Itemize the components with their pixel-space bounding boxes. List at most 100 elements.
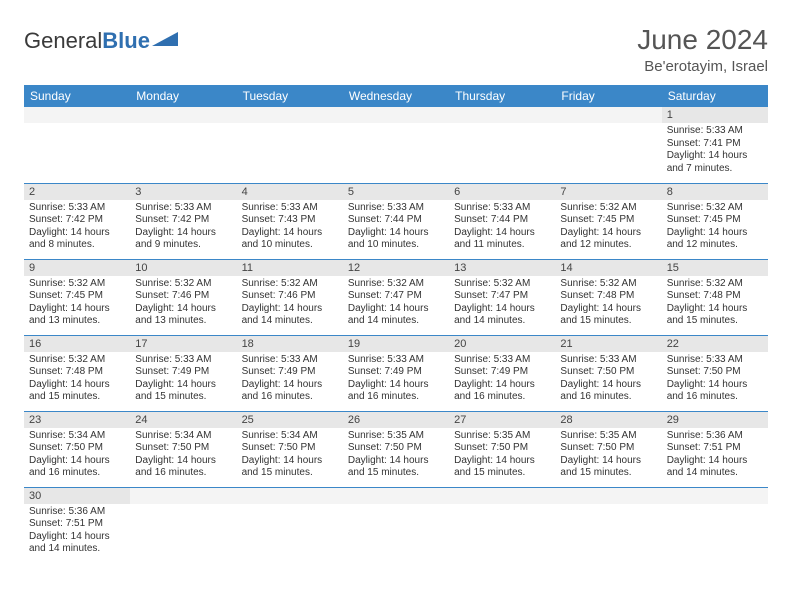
day-number: 5 (343, 184, 449, 200)
day-details: Sunrise: 5:33 AMSunset: 7:49 PMDaylight:… (237, 352, 343, 408)
calendar-week-row: 16Sunrise: 5:32 AMSunset: 7:48 PMDayligh… (24, 335, 768, 411)
calendar-day-cell: 26Sunrise: 5:35 AMSunset: 7:50 PMDayligh… (343, 411, 449, 487)
day-number: 19 (343, 336, 449, 352)
calendar-week-row: 23Sunrise: 5:34 AMSunset: 7:50 PMDayligh… (24, 411, 768, 487)
day-number: 12 (343, 260, 449, 276)
calendar-day-cell: 11Sunrise: 5:32 AMSunset: 7:46 PMDayligh… (237, 259, 343, 335)
calendar-day-cell: 15Sunrise: 5:32 AMSunset: 7:48 PMDayligh… (662, 259, 768, 335)
calendar-day-cell: 13Sunrise: 5:32 AMSunset: 7:47 PMDayligh… (449, 259, 555, 335)
day-details: Sunrise: 5:35 AMSunset: 7:50 PMDaylight:… (343, 428, 449, 484)
calendar-week-row: 30Sunrise: 5:36 AMSunset: 7:51 PMDayligh… (24, 487, 768, 563)
calendar-day-cell: 17Sunrise: 5:33 AMSunset: 7:49 PMDayligh… (130, 335, 236, 411)
day-number: 8 (662, 184, 768, 200)
weekday-header: Monday (130, 85, 236, 107)
day-number: 28 (555, 412, 661, 428)
title-block: June 2024 Be'erotayim, Israel (637, 24, 768, 75)
day-details: Sunrise: 5:32 AMSunset: 7:47 PMDaylight:… (343, 276, 449, 332)
day-details: Sunrise: 5:33 AMSunset: 7:50 PMDaylight:… (662, 352, 768, 408)
weekday-header: Saturday (662, 85, 768, 107)
day-details: Sunrise: 5:35 AMSunset: 7:50 PMDaylight:… (555, 428, 661, 484)
day-number: 3 (130, 184, 236, 200)
calendar-empty-cell (130, 107, 236, 183)
location: Be'erotayim, Israel (637, 58, 768, 75)
day-number: 23 (24, 412, 130, 428)
day-details: Sunrise: 5:32 AMSunset: 7:48 PMDaylight:… (24, 352, 130, 408)
day-number: 24 (130, 412, 236, 428)
calendar-day-cell: 27Sunrise: 5:35 AMSunset: 7:50 PMDayligh… (449, 411, 555, 487)
calendar-header-row: SundayMondayTuesdayWednesdayThursdayFrid… (24, 85, 768, 107)
calendar-empty-cell (449, 487, 555, 563)
day-details: Sunrise: 5:32 AMSunset: 7:45 PMDaylight:… (24, 276, 130, 332)
day-number: 30 (24, 488, 130, 504)
day-details: Sunrise: 5:32 AMSunset: 7:46 PMDaylight:… (130, 276, 236, 332)
flag-icon (152, 28, 178, 46)
calendar-day-cell: 10Sunrise: 5:32 AMSunset: 7:46 PMDayligh… (130, 259, 236, 335)
calendar-day-cell: 18Sunrise: 5:33 AMSunset: 7:49 PMDayligh… (237, 335, 343, 411)
day-details: Sunrise: 5:33 AMSunset: 7:41 PMDaylight:… (662, 123, 768, 179)
calendar-day-cell: 16Sunrise: 5:32 AMSunset: 7:48 PMDayligh… (24, 335, 130, 411)
day-details: Sunrise: 5:32 AMSunset: 7:47 PMDaylight:… (449, 276, 555, 332)
day-number: 10 (130, 260, 236, 276)
header: GeneralBlue June 2024 Be'erotayim, Israe… (24, 24, 768, 75)
day-details: Sunrise: 5:34 AMSunset: 7:50 PMDaylight:… (130, 428, 236, 484)
day-number (449, 107, 555, 123)
calendar-day-cell: 8Sunrise: 5:32 AMSunset: 7:45 PMDaylight… (662, 183, 768, 259)
calendar-empty-cell (555, 107, 661, 183)
day-details: Sunrise: 5:36 AMSunset: 7:51 PMDaylight:… (662, 428, 768, 484)
calendar-empty-cell (343, 107, 449, 183)
day-number (343, 488, 449, 504)
calendar-day-cell: 28Sunrise: 5:35 AMSunset: 7:50 PMDayligh… (555, 411, 661, 487)
day-number: 17 (130, 336, 236, 352)
calendar-day-cell: 5Sunrise: 5:33 AMSunset: 7:44 PMDaylight… (343, 183, 449, 259)
weekday-header: Friday (555, 85, 661, 107)
day-number (237, 107, 343, 123)
day-details: Sunrise: 5:34 AMSunset: 7:50 PMDaylight:… (24, 428, 130, 484)
day-number (555, 107, 661, 123)
weekday-header: Tuesday (237, 85, 343, 107)
weekday-header: Wednesday (343, 85, 449, 107)
logo-text-general: General (24, 28, 102, 54)
day-details: Sunrise: 5:32 AMSunset: 7:45 PMDaylight:… (555, 200, 661, 256)
calendar-day-cell: 20Sunrise: 5:33 AMSunset: 7:49 PMDayligh… (449, 335, 555, 411)
calendar-empty-cell (555, 487, 661, 563)
calendar-day-cell: 23Sunrise: 5:34 AMSunset: 7:50 PMDayligh… (24, 411, 130, 487)
day-number: 22 (662, 336, 768, 352)
calendar-empty-cell (662, 487, 768, 563)
day-details: Sunrise: 5:33 AMSunset: 7:49 PMDaylight:… (130, 352, 236, 408)
calendar-day-cell: 25Sunrise: 5:34 AMSunset: 7:50 PMDayligh… (237, 411, 343, 487)
day-number: 6 (449, 184, 555, 200)
day-number: 7 (555, 184, 661, 200)
day-number: 11 (237, 260, 343, 276)
calendar-day-cell: 22Sunrise: 5:33 AMSunset: 7:50 PMDayligh… (662, 335, 768, 411)
day-number (555, 488, 661, 504)
day-details: Sunrise: 5:33 AMSunset: 7:44 PMDaylight:… (343, 200, 449, 256)
day-details: Sunrise: 5:33 AMSunset: 7:43 PMDaylight:… (237, 200, 343, 256)
day-number: 25 (237, 412, 343, 428)
calendar-day-cell: 19Sunrise: 5:33 AMSunset: 7:49 PMDayligh… (343, 335, 449, 411)
calendar-day-cell: 12Sunrise: 5:32 AMSunset: 7:47 PMDayligh… (343, 259, 449, 335)
calendar-week-row: 1Sunrise: 5:33 AMSunset: 7:41 PMDaylight… (24, 107, 768, 183)
calendar-day-cell: 6Sunrise: 5:33 AMSunset: 7:44 PMDaylight… (449, 183, 555, 259)
day-number: 13 (449, 260, 555, 276)
logo: GeneralBlue (24, 28, 178, 54)
calendar-day-cell: 14Sunrise: 5:32 AMSunset: 7:48 PMDayligh… (555, 259, 661, 335)
day-details: Sunrise: 5:36 AMSunset: 7:51 PMDaylight:… (24, 504, 130, 560)
day-number (237, 488, 343, 504)
day-details: Sunrise: 5:35 AMSunset: 7:50 PMDaylight:… (449, 428, 555, 484)
day-number: 21 (555, 336, 661, 352)
day-number: 15 (662, 260, 768, 276)
day-number: 14 (555, 260, 661, 276)
calendar-empty-cell (237, 107, 343, 183)
day-details: Sunrise: 5:33 AMSunset: 7:49 PMDaylight:… (449, 352, 555, 408)
calendar-day-cell: 4Sunrise: 5:33 AMSunset: 7:43 PMDaylight… (237, 183, 343, 259)
calendar-week-row: 2Sunrise: 5:33 AMSunset: 7:42 PMDaylight… (24, 183, 768, 259)
calendar-empty-cell (130, 487, 236, 563)
day-number: 4 (237, 184, 343, 200)
day-details: Sunrise: 5:33 AMSunset: 7:44 PMDaylight:… (449, 200, 555, 256)
month-title: June 2024 (637, 24, 768, 56)
day-details: Sunrise: 5:32 AMSunset: 7:45 PMDaylight:… (662, 200, 768, 256)
day-details: Sunrise: 5:33 AMSunset: 7:42 PMDaylight:… (130, 200, 236, 256)
day-number: 9 (24, 260, 130, 276)
calendar-empty-cell (24, 107, 130, 183)
weekday-header: Sunday (24, 85, 130, 107)
